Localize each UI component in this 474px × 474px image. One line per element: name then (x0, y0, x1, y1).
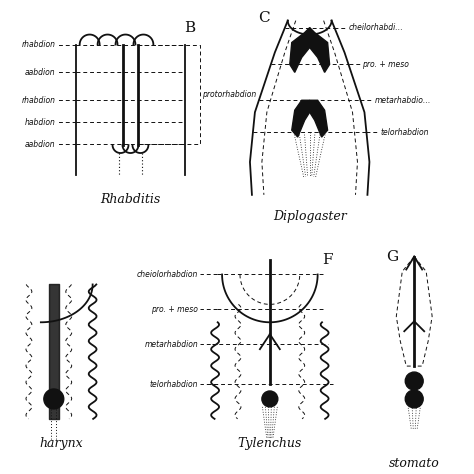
Circle shape (44, 389, 64, 409)
Text: pro. + meso: pro. + meso (151, 305, 198, 314)
Text: C: C (258, 10, 270, 25)
Text: G: G (386, 250, 399, 264)
Circle shape (262, 391, 278, 407)
Text: pro. + meso: pro. + meso (363, 60, 410, 69)
Text: metarhabdio…: metarhabdio… (374, 96, 431, 105)
Circle shape (405, 372, 423, 390)
Text: B: B (185, 20, 196, 35)
Text: rhabdion: rhabdion (22, 96, 56, 105)
Text: aabdion: aabdion (25, 68, 56, 77)
Text: cheiolorhabdion: cheiolorhabdion (137, 270, 198, 279)
Circle shape (405, 390, 423, 408)
Polygon shape (290, 27, 310, 73)
Text: metarhabdion: metarhabdion (145, 340, 198, 349)
Polygon shape (310, 27, 329, 73)
Text: Diplogaster: Diplogaster (273, 210, 346, 223)
Polygon shape (310, 100, 328, 137)
Text: telorhabdion: telorhabdion (380, 128, 429, 137)
Text: aabdion: aabdion (25, 139, 56, 148)
Text: F: F (323, 253, 333, 266)
Text: harynx: harynx (39, 437, 82, 450)
Text: telorhabdion: telorhabdion (150, 380, 198, 389)
Text: habdion: habdion (25, 118, 56, 127)
Text: stomato: stomato (389, 456, 439, 470)
Text: Tylenchus: Tylenchus (238, 437, 302, 450)
Text: protorhabdion: protorhabdion (202, 90, 256, 99)
Text: cheilorhabdi…: cheilorhabdi… (348, 23, 403, 32)
Text: rhabdion: rhabdion (22, 40, 56, 49)
Text: Rhabditis: Rhabditis (100, 193, 161, 206)
Polygon shape (292, 100, 310, 137)
